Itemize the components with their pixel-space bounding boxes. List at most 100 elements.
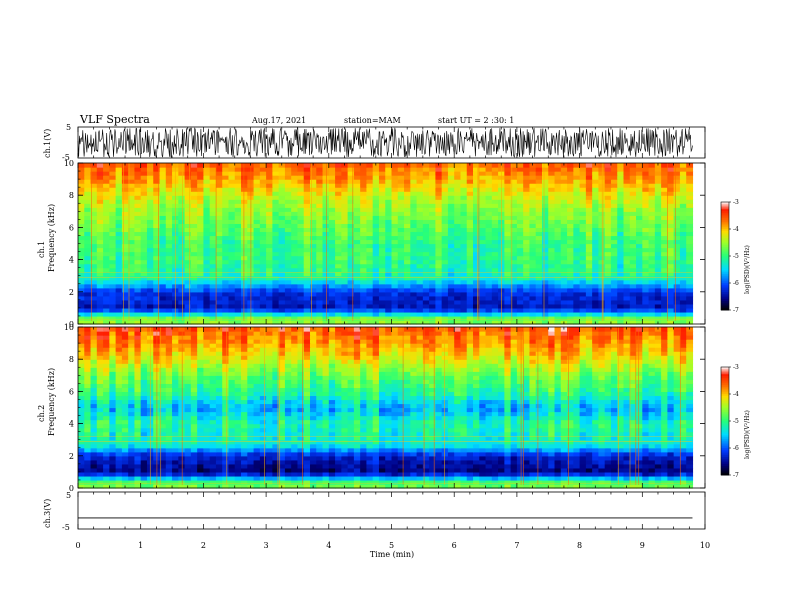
ch1-cell [153, 215, 161, 220]
ch2-cell [661, 471, 668, 477]
ch1-cell [560, 291, 568, 297]
ch1-cell [541, 219, 549, 224]
ch2-cell [466, 455, 474, 461]
ch2-cell [636, 451, 643, 457]
ch1-cell [636, 259, 643, 265]
ch1-cell [404, 211, 411, 216]
ch2-cell [535, 471, 543, 477]
ch1-cell [422, 299, 430, 305]
ch1-cell [548, 247, 556, 253]
ch1-cell [140, 291, 148, 297]
ch1-cell [454, 307, 462, 313]
ch1-cell [291, 215, 299, 220]
ch1-cell [335, 231, 342, 237]
ch1-cell [366, 267, 374, 273]
ch2-cell [410, 467, 418, 473]
ch1-cell [391, 275, 399, 281]
ch2-cell [316, 475, 324, 481]
ch1-cell [504, 187, 512, 192]
ch1-cell [573, 311, 581, 317]
ch1-cell [128, 279, 136, 285]
ch1-cell [673, 203, 681, 208]
ch1-cell [222, 211, 230, 216]
ch2-cell [184, 455, 192, 461]
ch1-cell [535, 215, 543, 220]
ch1-cell [259, 283, 267, 289]
ch1-cell [146, 247, 154, 253]
ch2-cell [84, 471, 92, 477]
ch1-cell [222, 215, 230, 220]
ch1-cell [529, 179, 537, 184]
ch1-cell [347, 243, 355, 249]
ch2-cell [535, 475, 543, 481]
ch1-cell [322, 243, 330, 249]
ch1-cell [435, 171, 443, 176]
ch2-cell [391, 455, 399, 461]
ch1-cell [259, 219, 267, 224]
ch1-cell [479, 211, 487, 216]
ch1-cell [516, 199, 524, 204]
ch1-cell [303, 263, 311, 269]
ch1-cell [454, 311, 462, 317]
ch2-cell [554, 467, 562, 473]
ch1-cell [642, 267, 650, 273]
ch2-cell [372, 451, 380, 457]
ch1-cell [385, 231, 393, 237]
ch2-cell [128, 447, 136, 453]
ch1-cell [466, 195, 474, 200]
ch1-cell [272, 163, 280, 168]
ch2-cell [654, 447, 662, 453]
ch1-cell [391, 179, 399, 184]
ch1-cell [266, 315, 273, 321]
ch2-cell [422, 459, 430, 465]
ch1-cell [598, 163, 606, 168]
ch1-cell [115, 307, 123, 313]
ch1-cell [241, 179, 248, 184]
ch1-cell [297, 251, 305, 257]
ch1-cell [297, 255, 305, 261]
ch1-cell [466, 247, 474, 253]
ch1-cell [284, 167, 292, 172]
ch1-cell [203, 191, 211, 196]
ch1-cell [353, 175, 361, 180]
ch2-cell [140, 447, 148, 453]
ch1-cell [197, 199, 204, 204]
ch1-cell [228, 199, 236, 204]
ch2-cell [541, 479, 549, 485]
ch1-cell [259, 255, 267, 261]
ch1-cell [617, 275, 625, 281]
ch1-cell [259, 251, 267, 257]
ch1-cell [410, 171, 418, 176]
ch1-cell [454, 239, 462, 245]
ch2-cell [353, 459, 361, 465]
ch2-cell [372, 467, 380, 473]
ch1-cell [146, 163, 154, 168]
ch1-cell [404, 179, 411, 184]
ch1-cell [397, 283, 405, 289]
ch1-cell [316, 223, 324, 229]
ch2-cell [284, 479, 292, 485]
ch1-cell [510, 287, 518, 293]
ch1-cell [648, 275, 656, 281]
ch1-cell [328, 311, 336, 317]
ch1-cell [121, 207, 129, 212]
ch1-cell [215, 239, 223, 245]
ch2-cell [473, 479, 480, 485]
ch2-cell [190, 451, 198, 457]
ch1-cell [410, 183, 418, 188]
ch1-cell [322, 295, 330, 301]
ch1-cell [284, 223, 292, 229]
ch1-cell [479, 215, 487, 220]
ch1-cell [178, 235, 186, 241]
ch1-cell [642, 295, 650, 301]
ch1-cell [253, 231, 261, 237]
ch1-cell [466, 235, 474, 241]
ch1-cell [84, 171, 92, 176]
ch2-cell [491, 467, 499, 473]
ch1-cell [391, 243, 399, 249]
ch2-cell [541, 451, 549, 457]
ch1-cell [679, 271, 687, 277]
ch1-cell [309, 203, 317, 208]
ch1-cell [140, 219, 148, 224]
ch1-cell [335, 311, 342, 317]
